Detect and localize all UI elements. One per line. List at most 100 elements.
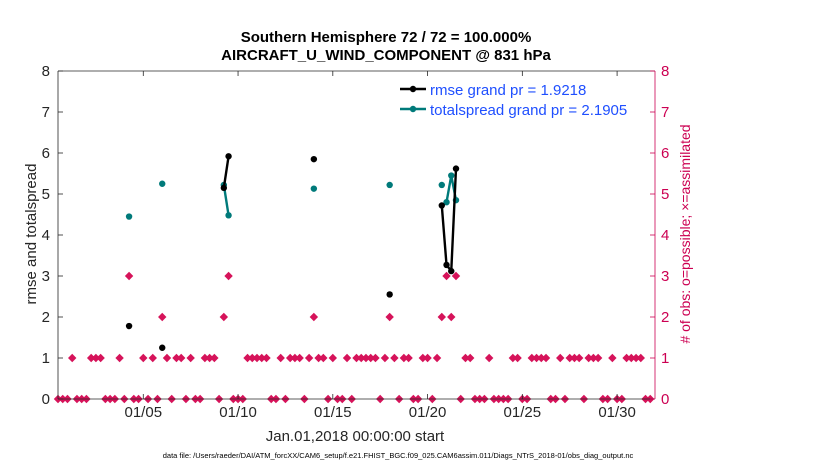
rmse-point <box>225 153 232 160</box>
obs-count-marker <box>631 353 641 363</box>
y-tick-label-left: 3 <box>42 268 50 285</box>
legend-rmse-label: rmse grand pr = 1.9218 <box>430 82 586 99</box>
y-tick-label-left: 6 <box>42 145 50 162</box>
obs-count-marker <box>423 353 432 363</box>
obs-count-marker <box>451 271 461 281</box>
obs-count-marker <box>304 353 314 363</box>
obs-count-marker <box>200 353 210 363</box>
rmse-point <box>159 344 166 351</box>
y-tick-label-right: 7 <box>661 104 669 121</box>
obs-count-marker <box>461 353 470 363</box>
obs-count-marker <box>627 353 636 363</box>
obs-count-marker <box>115 353 124 363</box>
obs-count-marker <box>508 353 518 363</box>
legend-spread-marker <box>409 105 417 113</box>
x-tick-label: 01/05 <box>125 404 163 421</box>
obs-count-marker <box>148 353 157 363</box>
obs-count-marker <box>276 353 285 363</box>
obs-count-marker <box>541 353 551 363</box>
y-tick-label-left: 8 <box>42 63 50 80</box>
obs-count-marker <box>252 353 262 363</box>
obs-count-marker <box>636 353 645 363</box>
plot-area <box>58 71 655 399</box>
obs-count-marker <box>442 271 451 281</box>
y-tick-label-right: 3 <box>661 268 669 285</box>
rmse-point <box>125 322 133 330</box>
obs-count-marker <box>158 312 167 322</box>
obs-count-marker <box>285 353 295 363</box>
obs-count-marker <box>570 353 579 363</box>
obs-count-marker <box>532 353 541 363</box>
x-tick-label: 01/10 <box>219 404 257 421</box>
totalspread-point <box>386 181 393 189</box>
obs-count-marker <box>418 353 428 363</box>
obs-count-marker <box>290 353 300 363</box>
obs-count-marker <box>342 353 352 363</box>
chart-title-line1: Southern Hemisphere 72 / 72 = 100.000% <box>241 29 532 46</box>
y-tick-label-right: 1 <box>661 350 669 367</box>
obs-count-marker <box>608 353 617 363</box>
y-axis-label-left: rmse and totalspread <box>23 164 40 305</box>
obs-count-marker <box>91 353 101 363</box>
y-tick-label-left: 5 <box>42 186 50 203</box>
obs-count-marker <box>86 353 96 363</box>
obs-count-marker <box>484 353 494 363</box>
obs-count-marker <box>361 353 371 363</box>
totalspread-point <box>159 180 166 187</box>
obs-count-marker <box>96 353 105 363</box>
obs-count-marker <box>186 353 195 363</box>
y-tick-label-right: 4 <box>661 227 669 244</box>
y-tick-label-right: 6 <box>661 145 669 162</box>
obs-count-marker <box>248 353 257 363</box>
obs-count-marker <box>432 353 442 363</box>
x-tick-label: 01/15 <box>314 404 352 421</box>
obs-count-marker <box>447 312 456 322</box>
obs-count-marker <box>513 353 522 363</box>
obs-count-marker <box>527 353 537 363</box>
y-tick-label-left: 4 <box>42 227 50 244</box>
obs-count-marker <box>574 353 584 363</box>
rmse-point <box>443 261 450 269</box>
legend-rmse-marker <box>409 85 417 93</box>
totalspread-point <box>125 213 133 220</box>
x-tick-label: 01/30 <box>598 404 636 421</box>
y-tick-label-left: 7 <box>42 104 50 121</box>
obs-count-marker <box>366 353 375 363</box>
obs-count-marker <box>622 353 631 363</box>
totalspread-point <box>310 185 318 192</box>
y-tick-label-right: 8 <box>661 63 669 80</box>
obs-count-marker <box>584 353 593 363</box>
y-tick-label-left: 1 <box>42 350 50 367</box>
y-tick-label-right: 2 <box>661 309 669 326</box>
chart-marks <box>53 71 655 404</box>
chart-title-line2: AIRCRAFT_U_WIND_COMPONENT @ 831 hPa <box>221 47 551 64</box>
rmse-point <box>452 165 460 172</box>
x-axis-label: Jan.01,2018 00:00:00 start <box>266 428 445 445</box>
obs-count-marker <box>380 353 390 363</box>
totalspread-point <box>443 199 450 206</box>
obs-count-marker <box>139 353 148 363</box>
y-tick-label-right: 5 <box>661 186 669 203</box>
obs-count-marker <box>565 353 574 363</box>
obs-count-marker <box>309 312 319 322</box>
obs-count-marker <box>172 353 181 363</box>
obs-count-marker <box>295 353 304 363</box>
obs-count-marker <box>314 353 323 363</box>
data-file-footer: data file: /Users/raeder/DAI/ATM_forcXX/… <box>163 451 634 460</box>
obs-count-marker <box>537 353 546 363</box>
y-axis-label-right: # of obs: o=possible; ×=assimilated <box>677 124 693 343</box>
chart-axes: 01/05 01/10 01/15 01/20 01/25 01/30 0 1 2 3 4 5 6 7 8 0… <box>42 63 670 421</box>
obs-count-marker <box>466 353 475 363</box>
rmse-point <box>386 291 393 298</box>
rmse-line <box>222 156 230 189</box>
obs-count-marker <box>257 353 266 363</box>
totalspread-point <box>438 181 445 189</box>
rmse-point <box>220 184 228 192</box>
obs-count-marker <box>224 271 233 281</box>
obs-count-marker <box>243 353 252 363</box>
chart-legend: rmse grand pr = 1.9218 totalspread grand… <box>400 82 627 119</box>
obs-count-marker <box>556 353 565 363</box>
obs-count-marker <box>319 353 328 363</box>
